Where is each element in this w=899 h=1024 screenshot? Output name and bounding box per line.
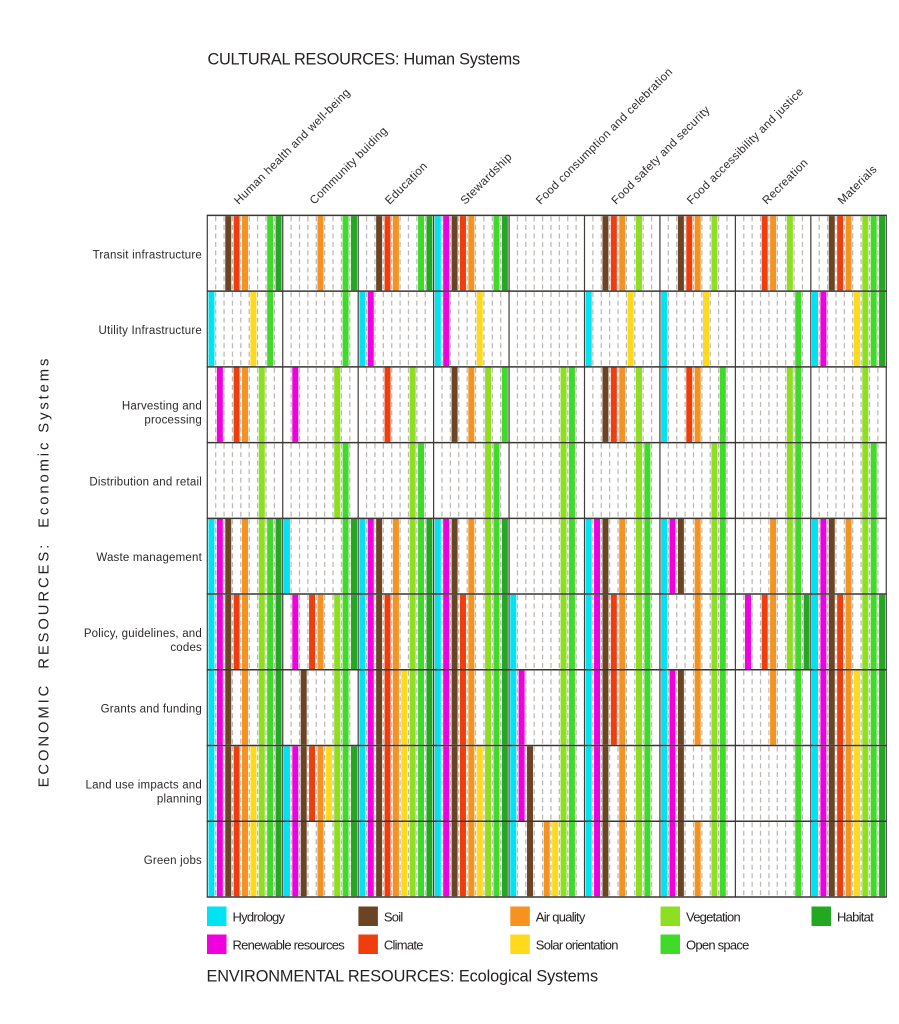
svg-text:Climate: Climate <box>384 938 423 953</box>
svg-text:Hydrology: Hydrology <box>233 910 286 925</box>
svg-text:Waste management: Waste management <box>96 552 202 564</box>
svg-text:ECONOMIC RESOURCES: Economic: ECONOMIC RESOURCES: Economic Systems <box>37 356 53 788</box>
svg-text:Transit infrastructure: Transit infrastructure <box>93 249 202 261</box>
svg-text:CULTURAL RESOURCES: Human Syst: CULTURAL RESOURCES: Human Systems <box>208 51 520 69</box>
svg-text:Distribution and retail: Distribution and retail <box>89 476 202 488</box>
svg-text:Soil: Soil <box>384 910 404 925</box>
svg-text:Grants and funding: Grants and funding <box>101 704 202 716</box>
svg-text:Vegetation: Vegetation <box>686 910 740 925</box>
svg-text:Habitat: Habitat <box>837 910 874 925</box>
svg-text:Renewable resources: Renewable resources <box>233 938 346 953</box>
svg-text:Green jobs: Green jobs <box>144 855 202 867</box>
svg-text:Solar orientation: Solar orientation <box>536 938 618 953</box>
svg-text:Air quality: Air quality <box>536 910 586 925</box>
svg-text:Open space: Open space <box>686 938 749 953</box>
svg-text:ENVIRONMENTAL RESOURCES: Ecolo: ENVIRONMENTAL RESOURCES: Ecological Syst… <box>207 968 599 986</box>
svg-text:Utility Infrastructure: Utility Infrastructure <box>99 325 202 337</box>
